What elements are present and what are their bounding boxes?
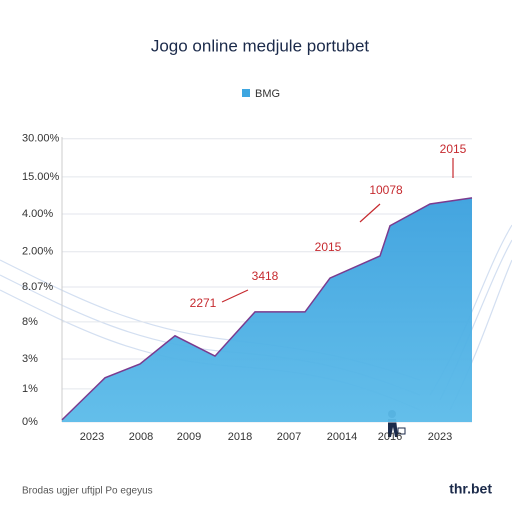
y-tick-label: 4.00%: [22, 208, 53, 220]
x-tick-label: 2009: [177, 431, 201, 443]
brand: thr.bet: [449, 481, 492, 497]
y-tick-label: 3%: [22, 353, 38, 365]
y-tick-label: 1%: [22, 383, 38, 395]
annotation: 2015: [440, 142, 467, 156]
x-tick-label: 2018: [228, 431, 252, 443]
y-tick-label: 15.00%: [22, 171, 60, 183]
annotation: 3418: [252, 269, 279, 283]
x-tick-label: 2023: [80, 431, 104, 443]
footer: Brodas ugjer uftjpl Po egeyus: [22, 486, 153, 497]
annotation: 2015: [315, 240, 342, 254]
y-tick-label: 2.00%: [22, 246, 53, 258]
y-tick-label: 0%: [22, 416, 38, 428]
y-tick-label: 8%: [22, 316, 38, 328]
y-tick-label: 30.00%: [22, 133, 60, 145]
annotation: 2271: [190, 296, 217, 310]
annotation-arrow: [221, 289, 249, 303]
annotation: 10078: [369, 183, 403, 197]
area-line: [61, 197, 473, 421]
x-tick-label: 2008: [129, 431, 153, 443]
x-tick-label: 20014: [327, 431, 358, 443]
annotation-arrow: [359, 203, 381, 223]
chart-title: Jogo online medjule portubet: [151, 36, 370, 55]
x-tick-label: 2007: [277, 431, 301, 443]
legend-swatch: [242, 89, 250, 97]
legend-label: BMG: [255, 88, 280, 100]
x-tick-label: 2023: [428, 431, 452, 443]
area: [62, 197, 472, 422]
x-tick-label: 2016: [378, 431, 402, 443]
y-tick-label: 8.07%: [22, 281, 53, 293]
